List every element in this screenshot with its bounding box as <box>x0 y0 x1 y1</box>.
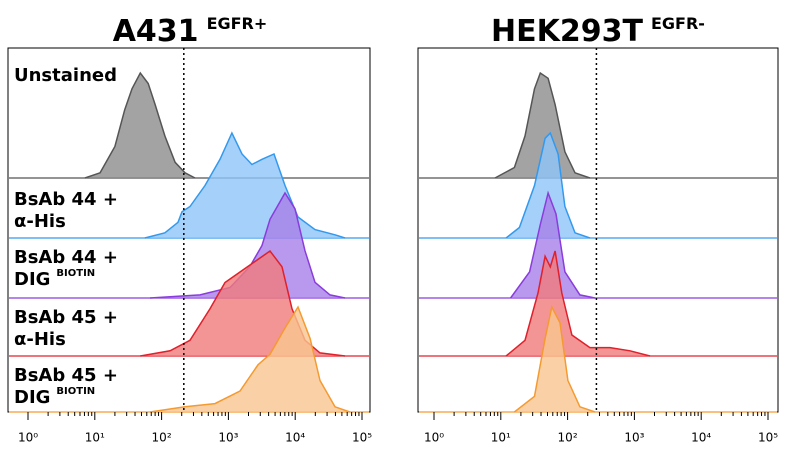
x-tick-label: 10³ <box>624 431 644 445</box>
histogram-line <box>505 250 651 357</box>
histogram-line <box>505 131 591 239</box>
row-label-text: BsAb 45 + <box>14 365 118 386</box>
row-label-text: Unstained <box>14 65 117 86</box>
row-label-text: BsAb 44 + <box>14 247 118 268</box>
title-text: A431 <box>113 14 199 49</box>
row-label-text: BsAb 44 + <box>14 189 118 210</box>
row-label-superscript: BIOTIN <box>56 386 95 397</box>
histogram-line <box>509 190 596 299</box>
x-tick-label: 10⁵ <box>758 431 778 445</box>
x-tick-label: 10¹ <box>85 431 105 445</box>
x-tick-label: 10⁰ <box>424 431 444 445</box>
histogram-area <box>514 307 595 412</box>
x-tick-label: 10² <box>152 431 172 445</box>
panel-title: HEK293T EGFR- <box>491 14 705 49</box>
histogram-line <box>494 71 591 179</box>
row-label-text: DIG <box>14 387 50 408</box>
histogram-line <box>84 71 196 179</box>
x-tick-label: 10⁴ <box>285 431 305 445</box>
histogram-area <box>150 193 345 298</box>
x-tick-label: 10¹ <box>491 431 511 445</box>
histogram-area <box>144 133 345 238</box>
row-label: BsAb 44 + <box>14 247 118 268</box>
histogram-area <box>150 307 350 412</box>
x-tick-label: 10³ <box>218 431 238 445</box>
row-label-text: α-His <box>14 211 66 232</box>
histogram-line <box>144 131 346 239</box>
row-label: α-His <box>14 329 66 350</box>
title-superscript: EGFR- <box>651 14 705 33</box>
row-label-superscript: BIOTIN <box>56 268 95 279</box>
row-label: DIG BIOTIN <box>14 268 95 290</box>
panel-title: A431 EGFR+ <box>113 14 268 49</box>
histogram-line <box>149 305 351 413</box>
title-superscript: EGFR+ <box>207 14 268 33</box>
histogram-area <box>506 133 590 238</box>
histogram-area <box>84 73 195 178</box>
histogram-line <box>513 304 596 413</box>
x-tick-label: 10⁵ <box>352 431 372 445</box>
row-label: Unstained <box>14 65 117 86</box>
x-tick-label: 10² <box>558 431 578 445</box>
row-label: BsAb 44 + <box>14 189 118 210</box>
row-label-text: BsAb 45 + <box>14 307 118 328</box>
x-tick-label: 10⁴ <box>691 431 711 445</box>
row-label-text: DIG <box>14 269 50 290</box>
row-label-text: α-His <box>14 329 66 350</box>
histogram-area <box>495 73 590 178</box>
title-text: HEK293T <box>491 14 643 49</box>
row-label: BsAb 45 + <box>14 365 118 386</box>
row-label: α-His <box>14 211 66 232</box>
histogram-area <box>506 251 650 356</box>
panel-frame <box>417 47 779 413</box>
row-label: DIG BIOTIN <box>14 386 95 408</box>
x-tick-label: 10⁰ <box>18 431 38 445</box>
histogram-area <box>510 193 595 298</box>
histogram-area <box>140 251 345 356</box>
row-label: BsAb 45 + <box>14 307 118 328</box>
